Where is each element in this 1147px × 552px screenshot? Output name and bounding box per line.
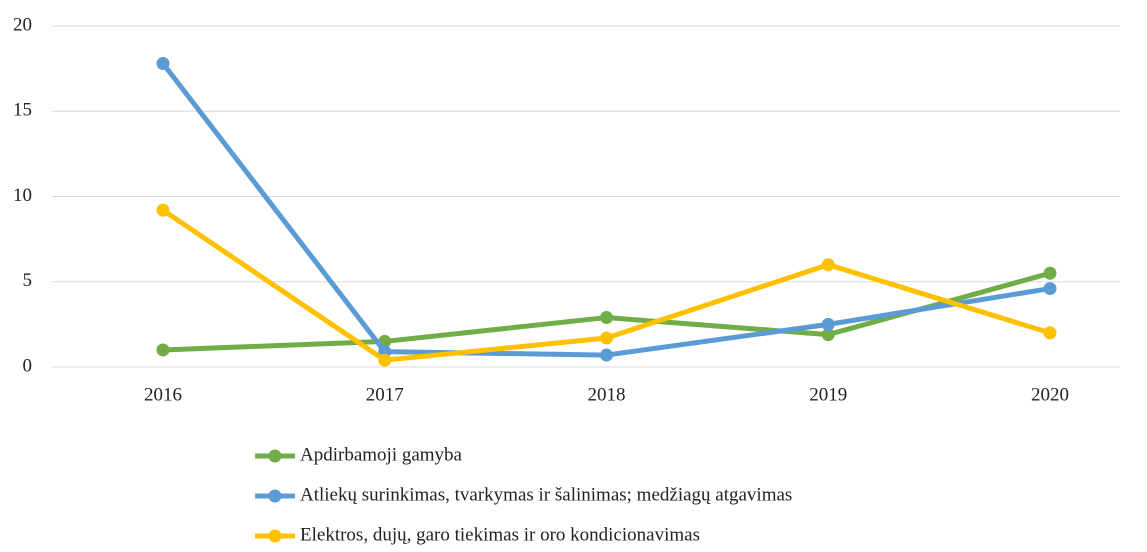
y-tick-label: 10: [13, 185, 32, 206]
y-tick-label: 15: [13, 100, 32, 121]
legend-marker: [268, 449, 282, 463]
data-point: [600, 348, 613, 362]
data-point: [821, 328, 835, 342]
y-tick-label: 5: [23, 270, 33, 291]
data-point: [156, 203, 170, 217]
data-point: [156, 343, 170, 357]
legend-label: Elektros, dujų, garo tiekimas ir oro kon…: [300, 524, 700, 545]
data-point: [1043, 266, 1057, 280]
data-point: [156, 57, 170, 71]
legend-label: Apdirbamoji gamyba: [300, 444, 463, 465]
data-point: [1043, 282, 1057, 296]
data-point: [378, 353, 392, 367]
data-point: [1043, 326, 1057, 340]
legend-marker: [268, 529, 282, 543]
x-tick-label: 2019: [809, 384, 847, 405]
data-point: [600, 311, 613, 325]
y-tick-label: 20: [13, 14, 32, 35]
legend-label: Atliekų surinkimas, tvarkymas ir šalinim…: [300, 484, 792, 505]
x-tick-label: 2016: [144, 384, 182, 405]
x-tick-label: 2017: [366, 384, 404, 405]
legend-marker: [268, 489, 282, 503]
data-point: [600, 331, 613, 345]
data-point: [821, 317, 835, 331]
y-tick-label: 0: [23, 355, 33, 376]
x-tick-label: 2020: [1031, 384, 1069, 405]
x-tick-label: 2018: [588, 384, 626, 405]
data-point: [821, 258, 835, 272]
